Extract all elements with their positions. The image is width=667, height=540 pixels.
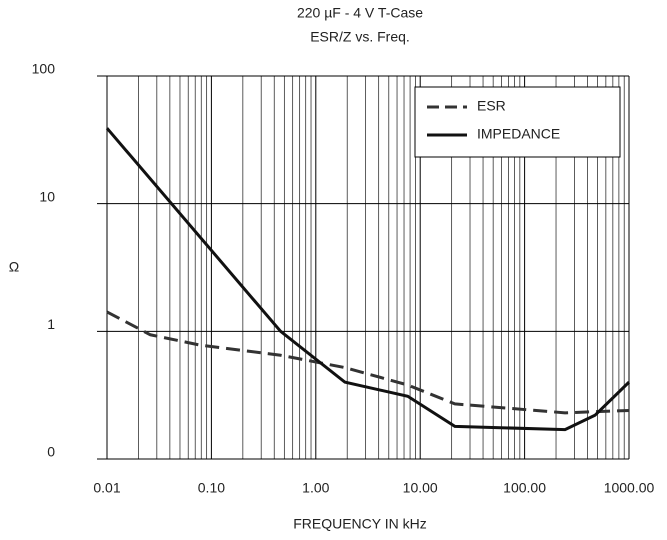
- y-tick-label: 100: [32, 61, 56, 77]
- line-series: [106, 310, 630, 415]
- legend-label: ESR: [477, 98, 506, 114]
- x-tick-label: 0.01: [93, 480, 120, 496]
- chart-subtitle: ESR/Z vs. Freq.: [310, 29, 410, 45]
- x-axis-label: FREQUENCY IN kHz: [293, 516, 427, 532]
- y-tick-label: 10: [39, 188, 55, 204]
- x-tick-label: 1000.00: [604, 480, 655, 496]
- x-tick-label: 10.00: [403, 480, 438, 496]
- x-tick-label: 100.00: [503, 480, 546, 496]
- line-series: [105, 127, 631, 432]
- legend-label: IMPEDANCE: [477, 126, 560, 142]
- y-tick-label: 1: [47, 316, 55, 332]
- x-tick-label: 0.10: [198, 480, 225, 496]
- y-tick-label: 0: [47, 444, 55, 460]
- legend-box: [414, 86, 621, 158]
- x-tick-label: 1.00: [302, 480, 329, 496]
- y-axis-label: Ω: [9, 259, 19, 275]
- chart-title: 220 µF - 4 V T-Case: [297, 5, 423, 21]
